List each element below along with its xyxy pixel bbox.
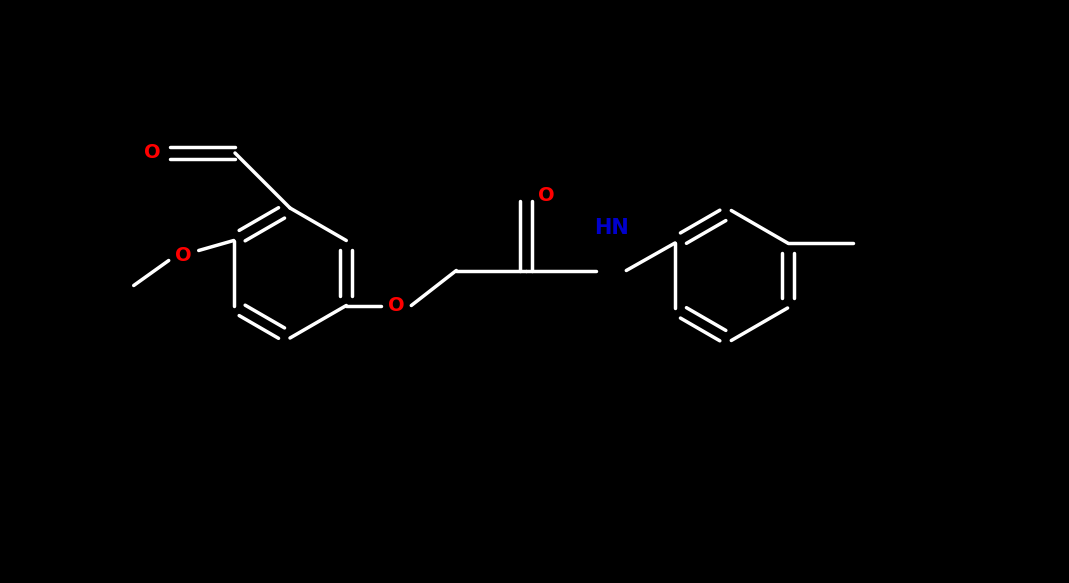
Text: O: O (538, 186, 555, 205)
Text: O: O (175, 246, 192, 265)
Text: O: O (143, 143, 160, 163)
Text: HN: HN (594, 219, 629, 238)
Text: O: O (388, 296, 404, 315)
